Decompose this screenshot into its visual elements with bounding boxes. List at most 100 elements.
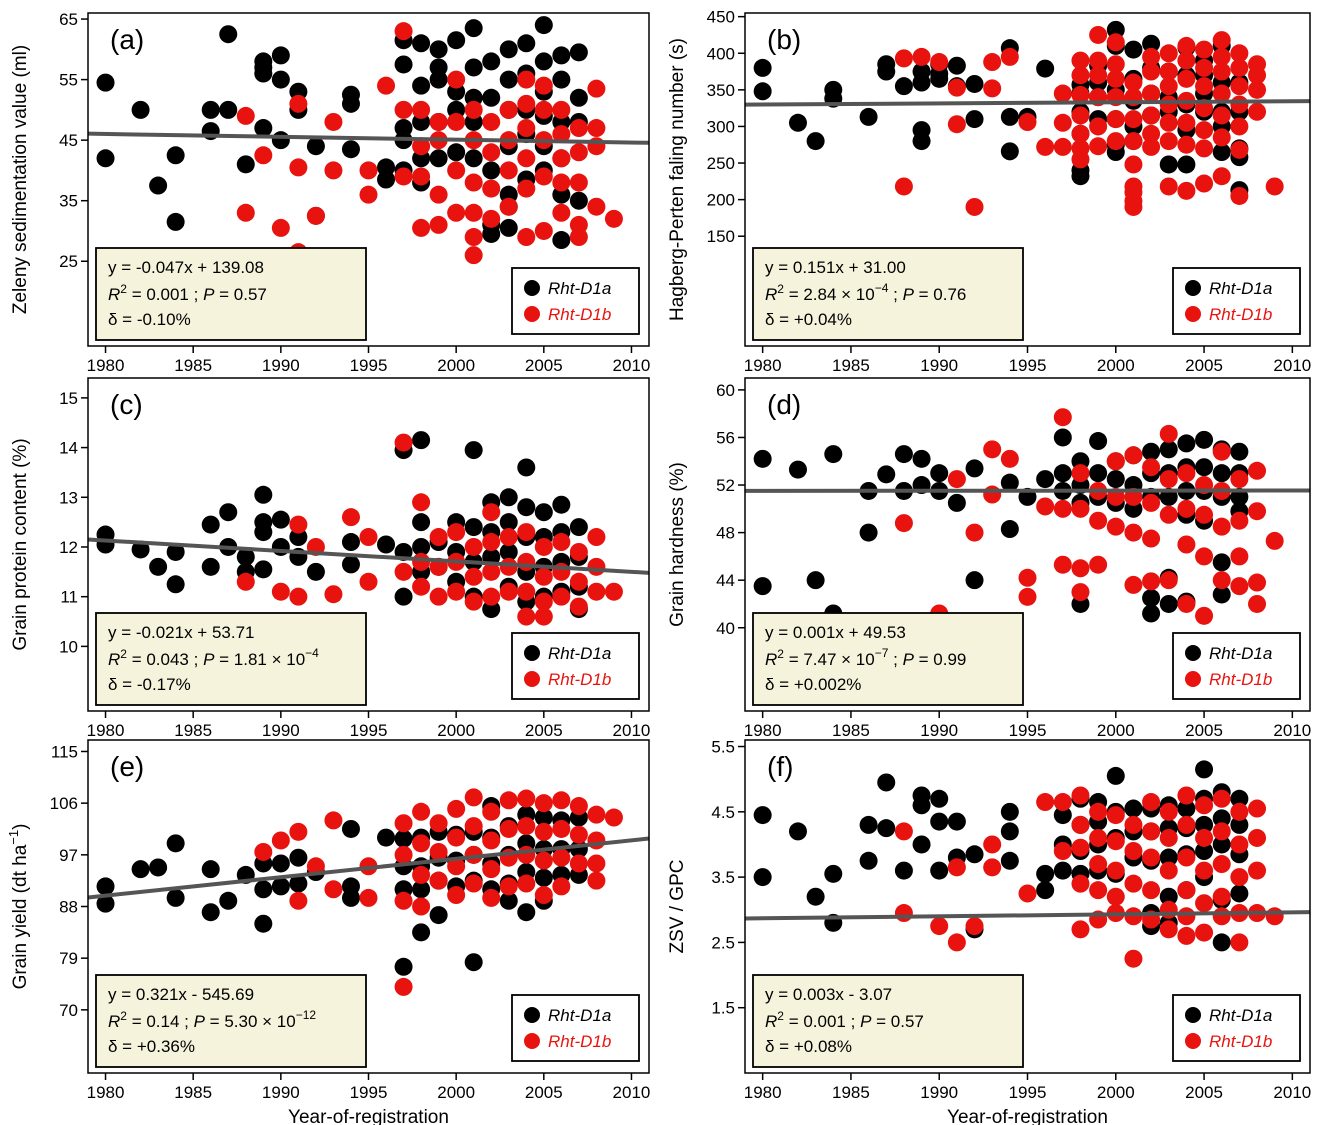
data-point-rht-d1a — [306, 137, 325, 156]
data-point-rht-d1b — [482, 888, 501, 907]
data-point-rht-d1a — [912, 132, 931, 151]
data-point-rht-d1b — [534, 537, 553, 556]
data-point-rht-d1b — [1248, 102, 1267, 121]
data-point-rht-d1b — [1195, 796, 1214, 815]
data-point-rht-d1b — [412, 218, 431, 237]
data-point-rht-d1a — [965, 110, 984, 129]
data-point-rht-d1b — [552, 791, 571, 810]
trend-line — [745, 910, 1310, 921]
data-point-rht-d1a — [464, 953, 483, 972]
legend-marker-rht-d1b — [1185, 1033, 1201, 1049]
data-point-rht-d1b — [604, 808, 623, 827]
data-point-rht-d1b — [1142, 458, 1161, 477]
data-point-rht-d1b — [1071, 559, 1090, 578]
data-point-rht-d1b — [534, 822, 553, 841]
data-point-rht-d1b — [464, 100, 483, 119]
data-point-rht-d1b — [1248, 594, 1267, 613]
regression-equation: y = -0.021x + 53.71 — [108, 623, 255, 642]
data-point-rht-d1b — [517, 523, 536, 542]
data-point-rht-d1b — [587, 528, 606, 547]
legend-label-rht-d1b: Rht-D1b — [548, 670, 611, 689]
data-point-rht-d1a — [341, 555, 360, 574]
data-point-rht-d1b — [1106, 69, 1125, 88]
data-point-rht-d1a — [1230, 815, 1249, 834]
data-point-rht-d1b — [394, 433, 413, 452]
data-point-rht-d1b — [1071, 499, 1090, 518]
data-point-rht-d1b — [1053, 555, 1072, 574]
y-tick-label: 56 — [716, 428, 735, 447]
y-tick-label: 14 — [59, 439, 78, 458]
delta-value: δ = -0.10% — [108, 310, 191, 329]
data-point-rht-d1b — [1212, 855, 1231, 874]
data-point-rht-d1b — [587, 805, 606, 824]
data-point-rht-d1b — [1124, 575, 1143, 594]
x-tick-label: 2005 — [1185, 356, 1223, 375]
data-point-rht-d1a — [1000, 107, 1019, 126]
data-point-rht-d1a — [930, 464, 949, 483]
panel-tag: (c) — [110, 389, 143, 420]
data-point-rht-d1a — [517, 498, 536, 517]
data-point-rht-d1b — [482, 533, 501, 552]
data-point-rht-d1b — [1071, 874, 1090, 893]
data-point-rht-d1a — [1053, 861, 1072, 880]
data-point-rht-d1b — [499, 100, 518, 119]
data-point-rht-d1a — [464, 19, 483, 38]
data-point-rht-d1b — [1212, 887, 1231, 906]
stats-box — [752, 247, 1024, 341]
data-point-rht-d1b — [587, 119, 606, 138]
data-point-rht-d1a — [1212, 933, 1231, 952]
x-tick-label: 1980 — [744, 356, 782, 375]
y-tick-label: 65 — [59, 10, 78, 29]
data-point-rht-d1b — [947, 933, 966, 952]
data-point-rht-d1b — [1212, 571, 1231, 590]
data-point-rht-d1a — [219, 100, 238, 119]
data-point-rht-d1b — [1159, 113, 1178, 132]
data-point-rht-d1a — [289, 848, 308, 867]
data-point-rht-d1a — [1230, 789, 1249, 808]
data-point-rht-d1a — [912, 835, 931, 854]
y-tick-label: 70 — [59, 1001, 78, 1020]
data-point-rht-d1a — [1000, 851, 1019, 870]
data-point-rht-d1a — [534, 503, 553, 522]
data-point-rht-d1a — [96, 149, 115, 168]
y-tick-label: 1.5 — [711, 999, 735, 1018]
y-tick-label: 350 — [707, 81, 735, 100]
x-tick-label: 1990 — [920, 1083, 958, 1102]
data-point-rht-d1a — [131, 860, 150, 879]
data-point-rht-d1b — [1089, 137, 1108, 156]
data-point-rht-d1a — [894, 445, 913, 464]
data-point-rht-d1a — [447, 31, 466, 50]
data-point-rht-d1b — [1195, 894, 1214, 913]
x-tick-label: 2000 — [437, 721, 475, 740]
data-point-rht-d1a — [1036, 470, 1055, 489]
data-point-rht-d1b — [1195, 861, 1214, 880]
data-point-rht-d1b — [569, 572, 588, 591]
data-point-rht-d1b — [587, 557, 606, 576]
data-point-rht-d1b — [1230, 802, 1249, 821]
y-tick-label: 25 — [59, 252, 78, 271]
legend-label-rht-d1b: Rht-D1b — [1209, 305, 1272, 324]
data-point-rht-d1a — [412, 513, 431, 532]
data-point-rht-d1b — [1212, 31, 1231, 50]
data-point-rht-d1a — [788, 822, 807, 841]
data-point-rht-d1b — [604, 582, 623, 601]
data-point-rht-d1a — [1036, 881, 1055, 900]
data-point-rht-d1b — [412, 552, 431, 571]
data-point-rht-d1a — [254, 560, 273, 579]
data-point-rht-d1a — [271, 510, 290, 529]
data-point-rht-d1b — [1106, 806, 1125, 825]
panel-c: 1980 1985 1990 1995 2000 2005 2010101112131415… — [10, 377, 650, 740]
data-point-rht-d1b — [447, 886, 466, 905]
data-point-rht-d1b — [1230, 140, 1249, 159]
data-point-rht-d1a — [1106, 470, 1125, 489]
data-point-rht-d1b — [1071, 583, 1090, 602]
legend-box — [511, 267, 640, 335]
data-point-rht-d1b — [1159, 177, 1178, 196]
data-point-rht-d1b — [983, 485, 1002, 504]
data-point-rht-d1b — [1142, 793, 1161, 812]
data-point-rht-d1a — [482, 224, 501, 243]
data-point-rht-d1b — [499, 819, 518, 838]
data-point-rht-d1b — [447, 523, 466, 542]
panel-tag: (e) — [110, 751, 144, 782]
data-point-rht-d1b — [1230, 470, 1249, 489]
